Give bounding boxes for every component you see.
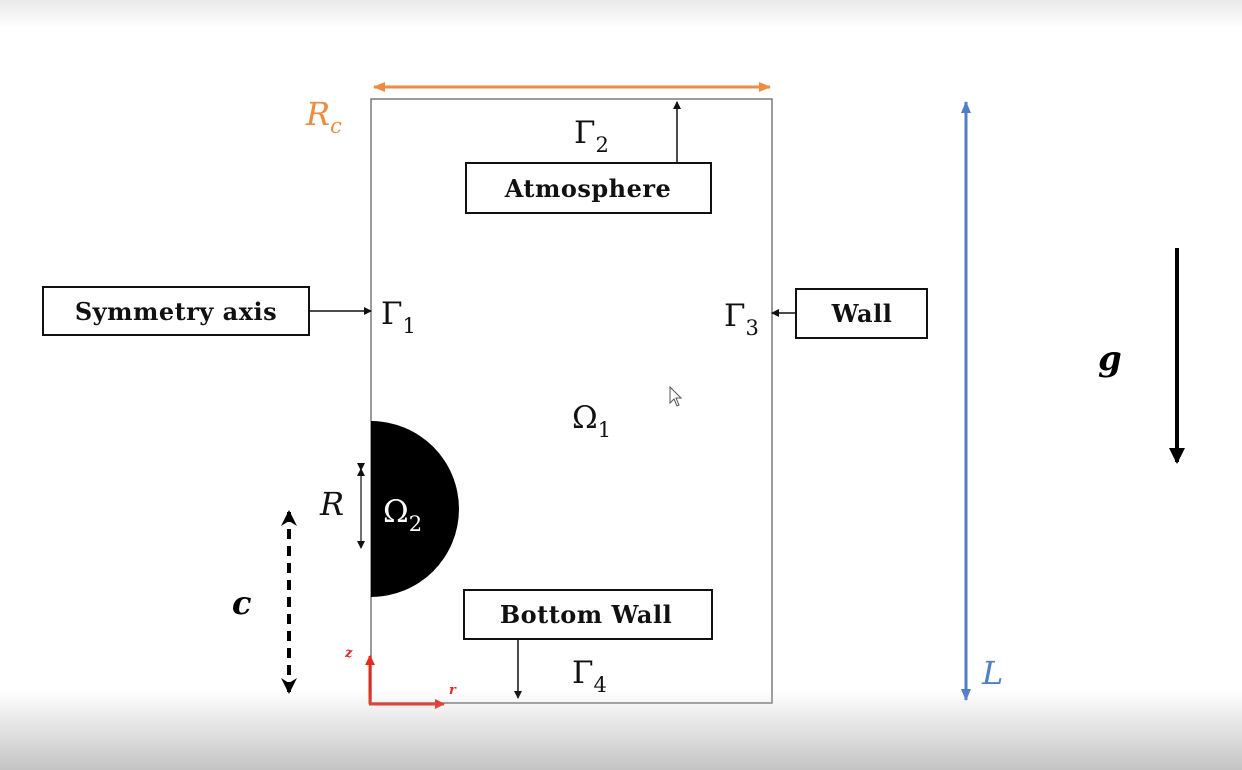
c-label: c <box>232 584 251 622</box>
symmetry-axis-box <box>42 286 310 336</box>
radius-label: R <box>319 485 344 523</box>
bubble <box>371 421 459 597</box>
l-label: L <box>981 654 1003 692</box>
atmosphere-box <box>465 162 712 214</box>
gamma1-label: Γ1 <box>381 296 416 338</box>
wall-label: Wall <box>831 299 893 328</box>
top-shade <box>0 0 1242 28</box>
omega1-label: Ω1 <box>572 400 611 442</box>
rc-label: Rc <box>305 95 342 138</box>
radius-arrow-top-head <box>357 468 365 476</box>
bottom-wall-box <box>463 589 713 640</box>
gravity-label: g <box>1098 339 1122 379</box>
gamma3-label: Γ3 <box>724 298 759 340</box>
z-axis-label: z <box>344 646 353 661</box>
bottom-wall-label: Bottom Wall <box>500 600 672 629</box>
bottom-shade <box>0 690 1242 770</box>
symmetry-axis-label: Symmetry axis <box>75 297 277 326</box>
gamma2-label: Γ2 <box>574 115 609 157</box>
atmosphere-label: Atmosphere <box>504 174 672 203</box>
mouse-cursor-icon <box>669 385 683 407</box>
omega2-label: Ω2 <box>383 494 422 536</box>
